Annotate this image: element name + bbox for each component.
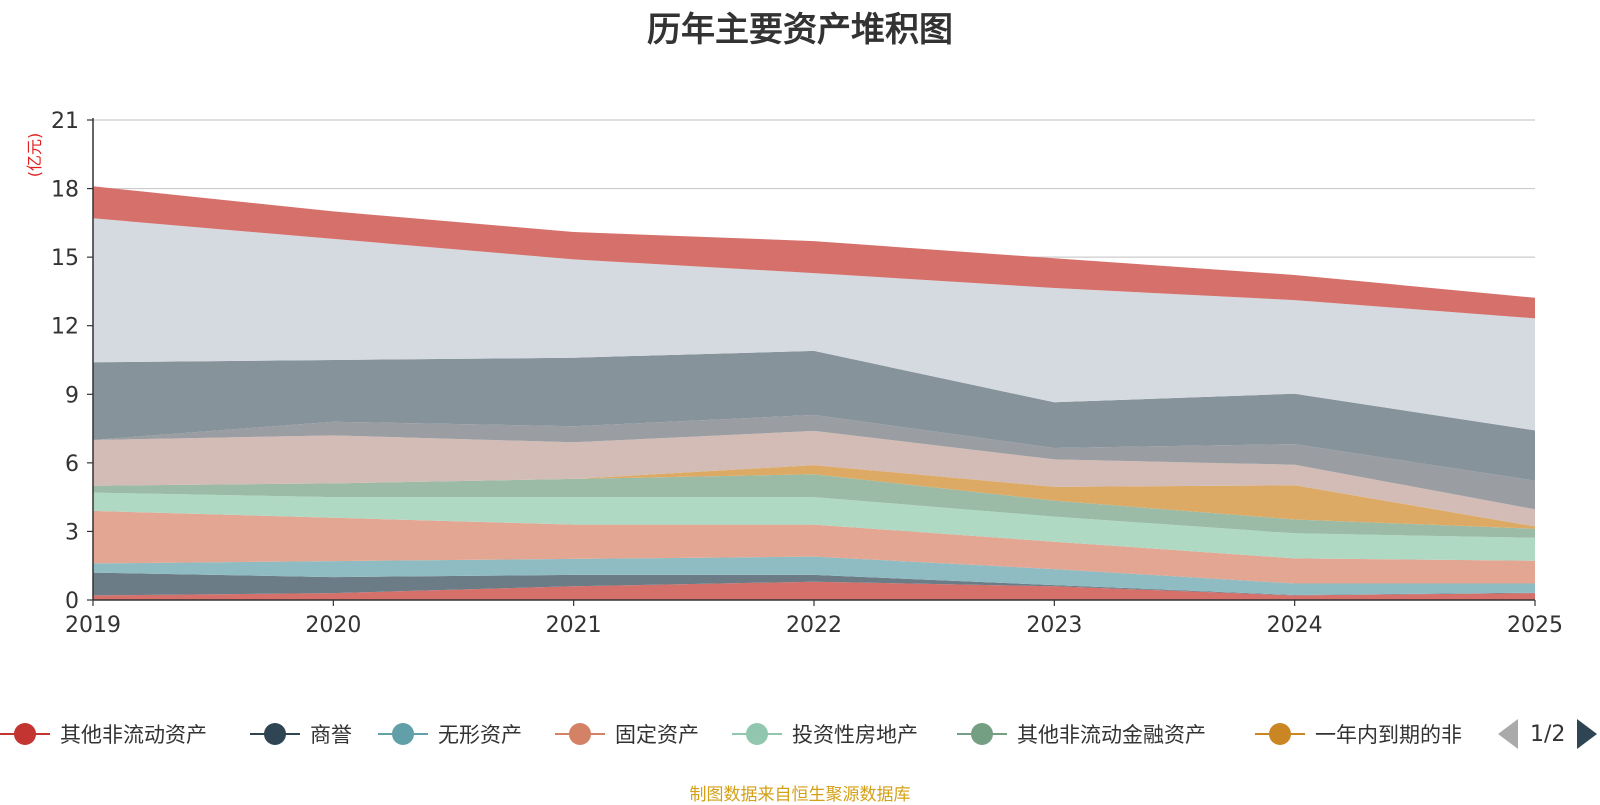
area-series-12: [93, 186, 1535, 319]
legend-label: 无形资产: [438, 723, 522, 747]
x-tick-label: 2021: [546, 613, 602, 638]
y-tick-label: 0: [65, 589, 79, 614]
area-series-4: [93, 510, 1535, 584]
y-tick-label: 6: [65, 452, 79, 477]
legend: 其他非流动资产 商誉 无形资产 固定资产 投资性房地产 其他非流动金融资产 一年内到期的非: [0, 716, 1600, 752]
legend-next-icon[interactable]: [1577, 719, 1598, 749]
legend-marker-icon: [250, 722, 300, 746]
legend-item[interactable]: 商誉: [250, 716, 352, 752]
area-series-1: [93, 581, 1535, 600]
legend-label: 其他非流动资产: [60, 723, 207, 747]
area-series-10: [93, 350, 1535, 481]
legend-page-indicator: 1/2: [1530, 721, 1566, 747]
y-tick-label: 21: [51, 109, 79, 134]
legend-label: 一年内到期的非: [1315, 723, 1462, 747]
legend-marker-icon: [0, 722, 50, 746]
legend-label: 商誉: [310, 723, 352, 747]
legend-item[interactable]: 一年内到期的非: [1255, 716, 1462, 752]
area-series-8: [93, 430, 1535, 527]
x-tick-label: 2023: [1026, 613, 1082, 638]
legend-prev-icon[interactable]: [1498, 719, 1518, 749]
x-tick-label: 2022: [786, 613, 842, 638]
data-source-note: 制图数据来自恒生聚源数据库: [689, 785, 911, 805]
legend-label: 投资性房地产: [792, 723, 918, 747]
chart-canvas: 0 3 6 9 12 15 18 21 2019 2020 2021 2022 2023 2024 202…: [51, 109, 1563, 638]
legend-item[interactable]: 固定资产: [555, 716, 699, 752]
y-axis-ticks: 0 3 6 9 12 15 18 21: [51, 109, 93, 614]
x-tick-label: 2019: [65, 613, 121, 638]
legend-item[interactable]: 其他非流动金融资产: [957, 716, 1206, 752]
area-series-11: [93, 218, 1535, 431]
legend-item[interactable]: 无形资产: [378, 716, 522, 752]
area-series-9: [93, 414, 1535, 510]
legend-item[interactable]: 投资性房地产: [732, 716, 918, 752]
y-tick-label: 9: [65, 383, 79, 408]
area-series: [93, 186, 1535, 600]
area-series-2: [93, 572, 1535, 596]
legend-marker-icon: [957, 722, 1007, 746]
legend-label: 其他非流动金融资产: [1017, 723, 1206, 747]
x-axis-ticks: 2019 2020 2021 2022 2023 2024 2025: [65, 600, 1563, 638]
legend-marker-icon: [378, 722, 428, 746]
y-tick-label: 18: [51, 178, 79, 203]
x-tick-label: 2025: [1507, 613, 1563, 638]
legend-marker-icon: [1255, 722, 1305, 746]
chart-title: 历年主要资产堆积图: [647, 10, 953, 50]
area-series-6: [93, 474, 1535, 538]
y-tick-label: 3: [65, 520, 79, 545]
legend-item[interactable]: 其他非流动资产: [0, 716, 207, 752]
legend-marker-icon: [555, 722, 605, 746]
y-axis-unit: (亿元): [25, 132, 44, 178]
x-tick-label: 2020: [305, 613, 361, 638]
area-series-5: [93, 492, 1535, 561]
area-series-3: [93, 556, 1535, 595]
legend-marker-icon: [732, 722, 782, 746]
y-tick-label: 12: [51, 315, 79, 340]
area-series-7: [93, 465, 1535, 529]
y-tick-label: 15: [51, 246, 79, 271]
x-tick-label: 2024: [1267, 613, 1323, 638]
legend-pager: 1/2: [1498, 718, 1598, 750]
legend-label: 固定资产: [615, 723, 699, 747]
